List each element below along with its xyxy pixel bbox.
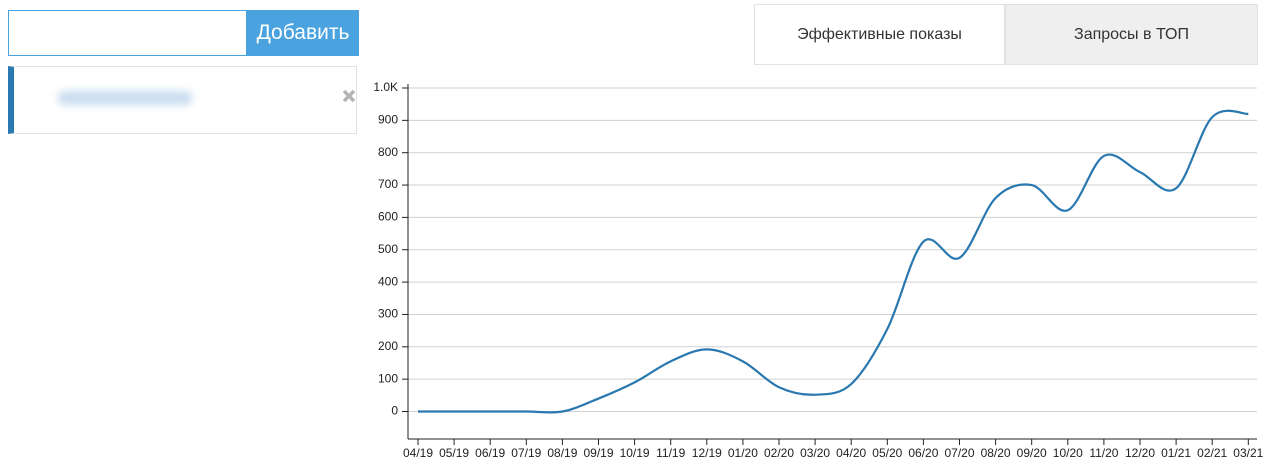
- y-tick-label: 800: [378, 145, 398, 159]
- x-tick-label: 08/20: [981, 446, 1011, 460]
- y-tick-label: 400: [378, 274, 398, 288]
- x-tick-label: 11/20: [1089, 446, 1118, 460]
- x-tick-label: 03/20: [800, 446, 830, 460]
- x-tick-label: 05/19: [439, 446, 469, 460]
- list-item[interactable]: [8, 66, 357, 134]
- remove-icon[interactable]: [342, 89, 356, 103]
- y-tick-label: 100: [378, 371, 398, 385]
- y-tick-label: 0: [391, 404, 398, 418]
- x-tick-label: 03/21: [1233, 446, 1263, 460]
- tab[interactable]: Запросы в ТОП: [1005, 4, 1258, 65]
- y-tick-label: 1.0K: [373, 80, 398, 94]
- x-tick-label: 06/19: [475, 446, 505, 460]
- x-tick-label: 01/20: [728, 446, 758, 460]
- x-tick-label: 08/19: [547, 446, 577, 460]
- add-button[interactable]: Добавить: [247, 10, 359, 56]
- x-tick-label: 12/20: [1125, 446, 1155, 460]
- line: [418, 109, 1249, 414]
- search-input[interactable]: [8, 10, 247, 56]
- x-tick-label: 04/20: [836, 446, 866, 460]
- x-tick-label: 09/19: [583, 446, 613, 460]
- x-tick-label: 04/19: [403, 446, 433, 460]
- x-tick-label: 10/20: [1053, 446, 1083, 460]
- x-tick-label: 07/20: [944, 446, 974, 460]
- y-tick-label: 900: [378, 113, 398, 127]
- x-tick-label: 12/19: [692, 446, 722, 460]
- x-tick-label: 02/21: [1197, 446, 1227, 460]
- y-tick-label: 700: [378, 177, 398, 191]
- x-tick-label: 09/20: [1017, 446, 1047, 460]
- y-tick-label: 600: [378, 210, 398, 224]
- y-tick-label: 200: [378, 339, 398, 353]
- x-tick-label: 10/19: [620, 446, 650, 460]
- x-tick-label: 02/20: [764, 446, 794, 460]
- y-tick-label: 500: [378, 242, 398, 256]
- x-tick-label: 06/20: [908, 446, 938, 460]
- x-tick-label: 05/20: [872, 446, 902, 460]
- x-tick-label: 01/21: [1161, 446, 1191, 460]
- tab[interactable]: Эффективные показы: [754, 4, 1005, 65]
- blurred-text: [58, 91, 192, 105]
- x-tick-label: 07/19: [511, 446, 541, 460]
- x-tick-label: 11/19: [656, 446, 685, 460]
- y-tick-label: 300: [378, 307, 398, 321]
